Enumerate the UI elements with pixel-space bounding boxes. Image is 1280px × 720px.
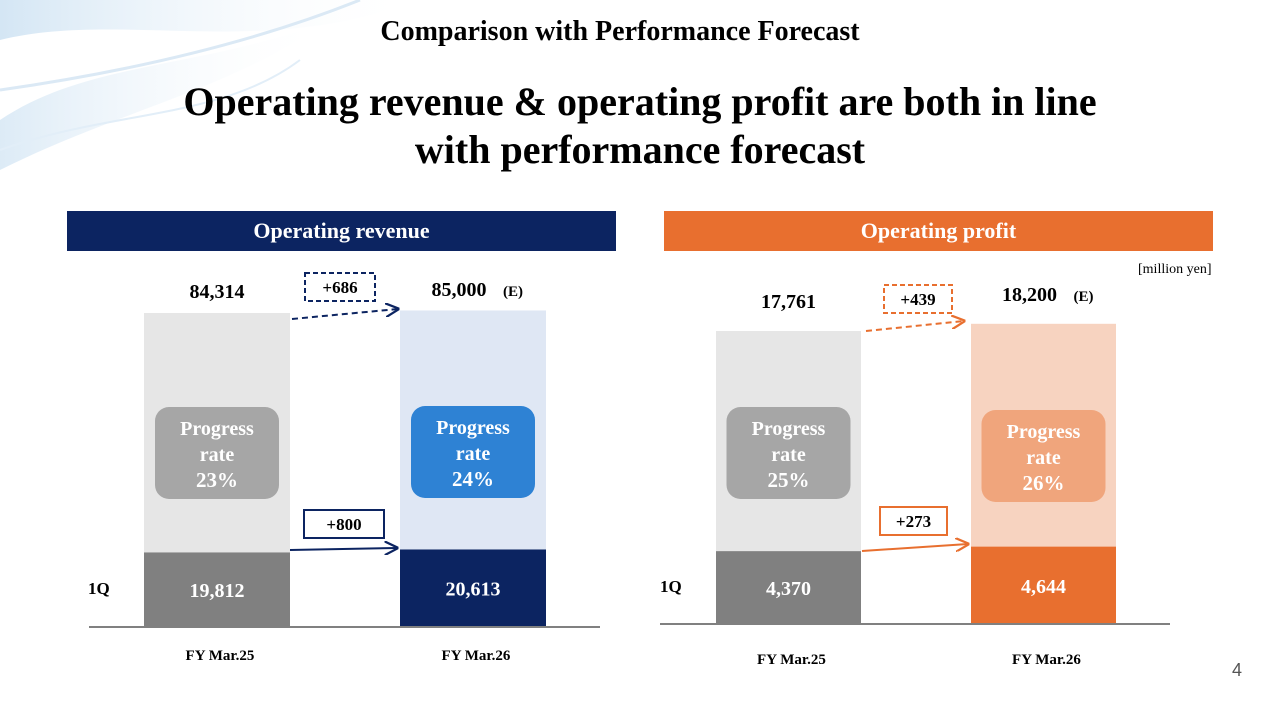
revenue-1q-label-2: 20,613 xyxy=(446,579,501,601)
revenue-1q-label-1: 19,812 xyxy=(190,580,245,602)
profit-diff-1q-box xyxy=(879,506,948,536)
revenue-progress-value-2: 24% xyxy=(452,467,494,491)
headline-line-2: with performance forecast xyxy=(414,127,866,172)
revenue-progress-caption-1-1: Progress xyxy=(180,418,254,440)
revenue-diff-1q-box xyxy=(303,509,385,539)
profit-diff-total-label: +439 xyxy=(900,290,935,309)
revenue-estimate-mark: (E) xyxy=(503,284,523,300)
revenue-1q-bar-1 xyxy=(144,552,290,626)
profit-progress-caption-1-2: Progress xyxy=(1007,421,1081,443)
profit-progress-caption-2-2: rate xyxy=(1026,447,1061,469)
revenue-diff-1q-label: +800 xyxy=(326,515,361,534)
profit-total-label-1: 17,761 xyxy=(761,291,816,313)
profit-diff-1q-arrow xyxy=(861,544,968,552)
revenue-category-label-1: FY Mar.25 xyxy=(186,648,255,664)
unit-label: [million yen] xyxy=(1138,262,1212,277)
revenue-progress-caption-2-2: rate xyxy=(456,443,491,465)
profit-1q-label-2: 4,644 xyxy=(1021,576,1066,598)
revenue-diff-total-arrow xyxy=(291,309,398,320)
profit-progress-box-1 xyxy=(726,407,851,499)
headline-line-1: Operating revenue & operating profit are… xyxy=(183,79,1097,124)
profit-series-label-1q: 1Q xyxy=(660,577,682,596)
revenue-1q-bar-2 xyxy=(400,549,546,626)
headline: Operating revenue & operating profit are… xyxy=(0,78,1280,174)
revenue-total-label-2: 85,000 xyxy=(432,279,487,301)
revenue-progress-box-1 xyxy=(155,407,279,499)
profit-progress-value-1: 25% xyxy=(768,468,810,492)
profit-progress-caption-2-1: rate xyxy=(771,444,806,466)
revenue-progress-value-1: 23% xyxy=(196,468,238,492)
page-number: 4 xyxy=(1232,660,1243,680)
profit-estimate-mark: (E) xyxy=(1074,289,1094,305)
profit-diff-1q-label: +273 xyxy=(896,512,931,531)
profit-panel-header: Operating profit xyxy=(664,211,1213,251)
revenue-progress-box-2 xyxy=(411,406,535,498)
revenue-category-label-2: FY Mar.26 xyxy=(442,648,511,664)
profit-diff-total-arrow xyxy=(865,321,964,332)
profit-diff-total-box xyxy=(883,284,953,314)
slide-title: Comparison with Performance Forecast xyxy=(380,16,860,47)
profit-progress-value-2: 26% xyxy=(1023,471,1065,495)
revenue-progress-caption-2-1: rate xyxy=(200,444,235,466)
profit-progress-box-2 xyxy=(981,410,1106,502)
revenue-series-label-1q: 1Q xyxy=(88,579,110,598)
profit-progress-caption-1-1: Progress xyxy=(752,418,826,440)
revenue-total-label-1: 84,314 xyxy=(190,281,245,303)
profit-total-label-2: 18,200 xyxy=(1002,284,1057,306)
background-wave-decoration xyxy=(0,0,420,170)
revenue-diff-1q-arrow xyxy=(289,548,397,550)
revenue-diff-total-label: +686 xyxy=(322,278,357,297)
profit-1q-label-1: 4,370 xyxy=(766,578,811,600)
profit-category-label-1: FY Mar.25 xyxy=(757,652,826,668)
profit-1q-bar-2 xyxy=(971,546,1116,623)
revenue-diff-total-box xyxy=(304,272,376,302)
revenue-progress-caption-1-2: Progress xyxy=(436,417,510,439)
revenue-panel-header: Operating revenue xyxy=(67,211,616,251)
profit-1q-bar-1 xyxy=(716,551,861,623)
profit-category-label-2: FY Mar.26 xyxy=(1012,652,1081,668)
